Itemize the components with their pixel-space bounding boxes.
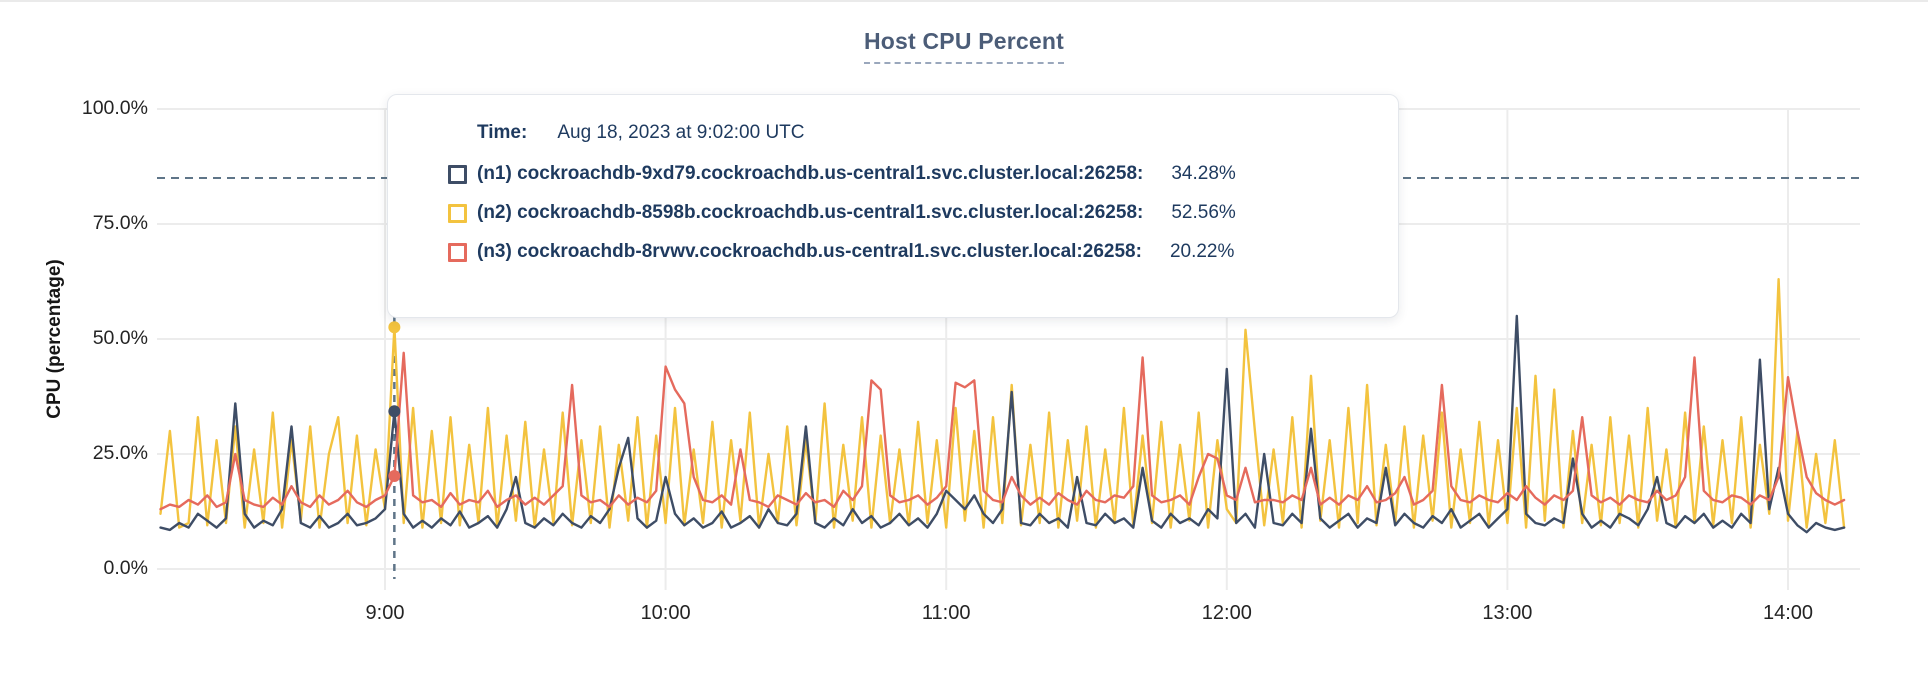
series-line-n3 <box>159 351 1846 511</box>
series-n3-label: (n3) cockroachdb-8rvwv.cockroachdb.us-ce… <box>477 241 1142 262</box>
series-n2-label: (n2) cockroachdb-8598b.cockroachdb.us-ce… <box>477 202 1144 223</box>
x-tick-label: 13:00 <box>1482 602 1533 624</box>
series-n1-value: 34.28% <box>1171 163 1236 184</box>
crosshair-dot-n3 <box>388 469 401 482</box>
series-n1-swatch-icon <box>448 164 467 184</box>
series-line-n1 <box>159 314 1846 534</box>
y-tick-label: 50.0% <box>92 327 148 349</box>
tooltip-row-n1: (n1) cockroachdb-9xd79.cockroachdb.us-ce… <box>448 163 1368 185</box>
x-tick-label: 14:00 <box>1762 602 1814 624</box>
series-n1-label: (n1) cockroachdb-9xd79.cockroachdb.us-ce… <box>477 163 1144 184</box>
y-tick-label: 0.0% <box>103 557 148 579</box>
series-line-n2 <box>159 278 1846 529</box>
crosshair-dot-n2 <box>388 321 401 334</box>
series-n2-swatch-icon <box>448 203 467 223</box>
chart-tooltip: Time: Aug 18, 2023 at 9:02:00 UTC (n1) c… <box>387 94 1399 318</box>
tooltip-time-label: Time: <box>477 122 528 143</box>
tooltip-time-value: Aug 18, 2023 at 9:02:00 UTC <box>557 122 805 143</box>
y-tick-label: 75.0% <box>92 212 148 234</box>
series-n2-value: 52.56% <box>1171 202 1236 223</box>
y-tick-label: 25.0% <box>92 442 148 464</box>
x-tick-label: 10:00 <box>640 602 691 624</box>
chart-title: Host CPU Percent <box>863 28 1065 64</box>
crosshair-dot-n1 <box>388 405 401 418</box>
series-n3-value: 20.22% <box>1169 241 1235 262</box>
tooltip-row-n2: (n2) cockroachdb-8598b.cockroachdb.us-ce… <box>448 202 1368 224</box>
tooltip-time-row: Time: Aug 18, 2023 at 9:02:00 UTC <box>448 122 1368 144</box>
x-tick-label: 11:00 <box>921 602 971 624</box>
tooltip-row-n3: (n3) cockroachdb-8rvwv.cockroachdb.us-ce… <box>448 241 1368 263</box>
y-tick-label: 100.0% <box>81 97 148 119</box>
x-tick-label: 12:00 <box>1201 602 1252 624</box>
series-n3-swatch-icon <box>448 242 467 262</box>
x-tick-label: 9:00 <box>365 602 405 624</box>
